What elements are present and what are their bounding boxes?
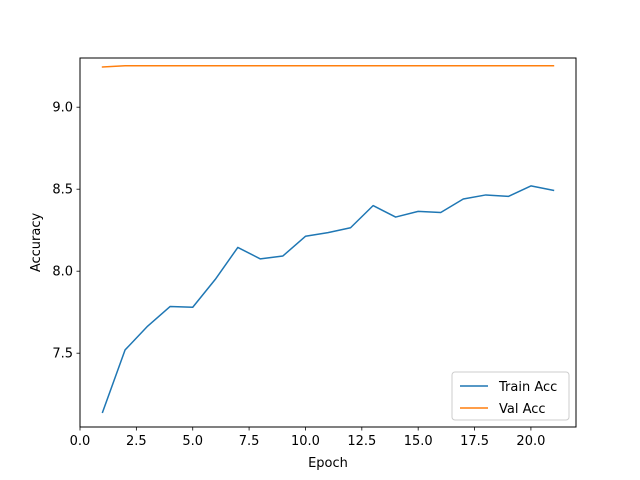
plot-area: [101, 64, 555, 414]
y-tick-label: 8.5: [52, 183, 73, 198]
x-tick-label: 5.0: [182, 434, 203, 449]
y-axis-label: Accuracy: [29, 213, 44, 273]
legend-label-2: Val Acc: [499, 402, 546, 417]
x-tick-label: 15.0: [404, 434, 433, 449]
x-tick-label: 0.0: [70, 434, 91, 449]
y-tick-label: 9.0: [52, 101, 73, 116]
x-tick-label: 20.0: [516, 434, 545, 449]
x-tick-label: 12.5: [347, 434, 376, 449]
x-axis-label: Epoch: [308, 456, 348, 471]
axis-ticks: 0.0 2.5 5.0 7.5 10.0 12.5 15.0 17.5 20.0 7.5 8.0 8.…: [52, 101, 545, 449]
x-tick-label: 7.5: [239, 434, 260, 449]
series-line-1: [101, 185, 555, 414]
series-line-2: [101, 64, 555, 68]
y-tick-label: 7.5: [52, 347, 73, 362]
x-tick-label: 17.5: [460, 434, 489, 449]
legend: Train Acc Val Acc: [451, 371, 570, 421]
axes-frame: [79, 57, 577, 428]
x-tick-label: 10.0: [291, 434, 320, 449]
x-tick-label: 2.5: [126, 434, 147, 449]
legend-label-1: Train Acc: [498, 380, 557, 395]
y-tick-label: 8.0: [52, 265, 73, 280]
